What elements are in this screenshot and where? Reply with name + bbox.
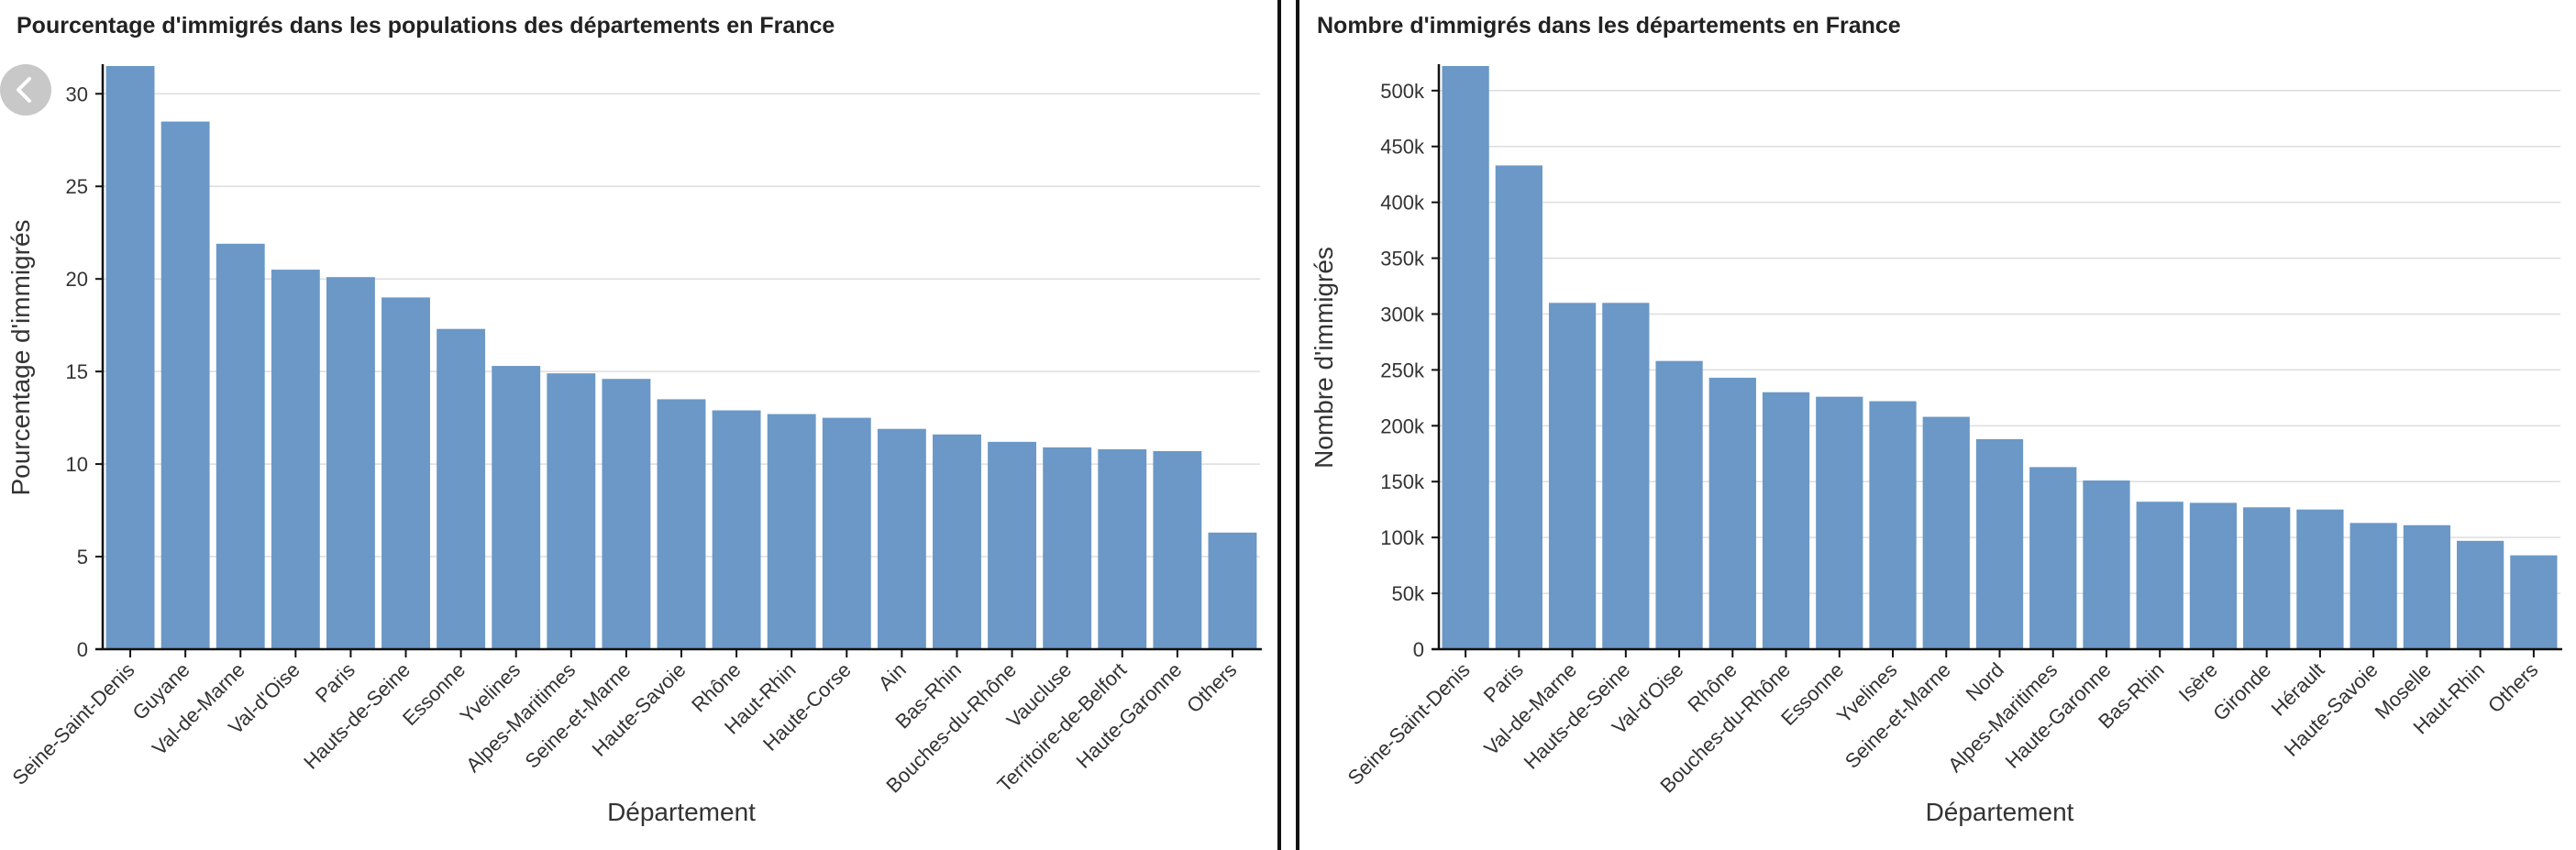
bar[interactable] [602, 379, 651, 649]
y-axis-title: Nombre d'immigrés [1310, 247, 1338, 469]
y-tick-label: 300k [1380, 303, 1425, 326]
bar[interactable] [2243, 507, 2291, 649]
x-tick-label: Isère [2174, 658, 2222, 706]
bar[interactable] [1708, 377, 1756, 649]
x-tick-label: Paris [1479, 658, 1528, 707]
bar[interactable] [2136, 502, 2184, 649]
y-tick-label: 20 [66, 268, 88, 291]
bar[interactable] [877, 428, 926, 649]
bar[interactable] [712, 410, 761, 649]
bar[interactable] [1495, 165, 1542, 650]
y-tick-label: 500k [1380, 80, 1425, 103]
chart-panel-percentage: Pourcentage d'immigrés dans les populati… [0, 0, 1281, 850]
x-tick-label: Paris [311, 658, 359, 707]
x-tick-label: Seine-Saint-Denis [8, 658, 139, 789]
bar[interactable] [1869, 401, 1917, 649]
y-tick-label: 450k [1380, 136, 1425, 159]
bar[interactable] [2403, 524, 2451, 649]
bar[interactable] [2083, 480, 2130, 649]
x-axis-title: Département [1926, 798, 2074, 826]
bar[interactable] [1922, 416, 1970, 649]
bar[interactable] [381, 297, 430, 649]
bar[interactable] [216, 243, 265, 649]
x-tick-label: Ain [874, 658, 911, 695]
bar-chart-count: 0 50k 100k 150k 200k 250k 300k 350k 400k 450k 500k… [1310, 64, 2562, 826]
y-tick-label: 200k [1380, 414, 1425, 437]
bar[interactable] [767, 414, 816, 649]
bar[interactable] [271, 270, 320, 649]
chart-panel-count: Nombre d'immigrés dans les départements … [1296, 0, 2576, 850]
bar[interactable] [1043, 447, 1092, 649]
bar[interactable] [1548, 303, 1597, 649]
y-tick-label: 150k [1380, 470, 1425, 493]
y-tick-label: 100k [1380, 526, 1425, 549]
y-axis-title: Pourcentage d'immigrés [6, 219, 35, 495]
bar[interactable] [2457, 540, 2504, 649]
y-tick-label: 400k [1380, 192, 1425, 215]
bar[interactable] [1975, 438, 2024, 649]
x-tick-label: Others [1182, 658, 1241, 717]
y-tick-label: 350k [1380, 248, 1425, 270]
y-tick-label: 5 [77, 546, 88, 569]
bar[interactable] [1153, 450, 1202, 649]
bar[interactable] [2296, 509, 2344, 649]
x-tick-label: Val-de-Marne [1479, 658, 1581, 760]
back-button[interactable] [0, 64, 51, 116]
chart-title: Pourcentage d'immigrés dans les populati… [17, 13, 835, 39]
bar[interactable] [1655, 360, 1703, 649]
y-tick-label: 30 [66, 83, 88, 105]
x-axis-title: Département [607, 798, 756, 826]
bar[interactable] [988, 441, 1037, 649]
bar[interactable] [2510, 555, 2558, 649]
x-tick-label: Seine-Saint-Denis [1343, 658, 1475, 789]
y-tick-label: 10 [66, 453, 88, 476]
bar[interactable] [160, 121, 210, 650]
bar-chart-percentage: 051015202530Seine-Saint-DenisGuyaneVal-d… [6, 64, 1262, 826]
chevron-left-icon [17, 77, 31, 103]
y-tick-label: 0 [77, 638, 88, 661]
bar[interactable] [657, 399, 706, 649]
bar[interactable] [1098, 448, 1147, 649]
x-tick-label: Gironde [2208, 658, 2275, 725]
y-tick-label: 25 [66, 175, 88, 198]
x-tick-label: Others [2483, 658, 2542, 717]
bar[interactable] [492, 366, 541, 649]
bar[interactable] [1762, 392, 1810, 649]
bar[interactable] [1208, 532, 1257, 649]
bar[interactable] [822, 417, 871, 649]
bar[interactable] [326, 277, 375, 649]
bar[interactable] [105, 66, 155, 649]
bar[interactable] [2029, 467, 2077, 649]
bar[interactable] [2189, 502, 2238, 649]
bar[interactable] [2349, 523, 2397, 649]
x-tick-label: Nord [1962, 658, 2008, 705]
y-tick-label: 50k [1392, 582, 1425, 605]
y-tick-label: 0 [1413, 638, 1424, 661]
bar[interactable] [547, 373, 596, 649]
bar[interactable] [1442, 66, 1489, 649]
y-tick-label: 15 [66, 360, 88, 383]
chart-title: Nombre d'immigrés dans les départements … [1317, 13, 1901, 39]
y-tick-label: 250k [1380, 359, 1425, 381]
bar[interactable] [933, 434, 981, 649]
bar[interactable] [1602, 303, 1650, 649]
x-tick-label: Haute-Savoie [2280, 658, 2383, 761]
bar[interactable] [437, 328, 486, 649]
bar[interactable] [1816, 396, 1863, 649]
